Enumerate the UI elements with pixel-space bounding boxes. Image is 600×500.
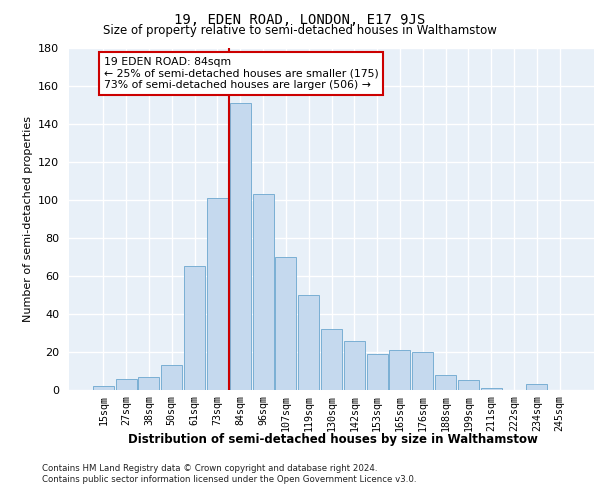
- Bar: [116, 378, 137, 390]
- Text: Distribution of semi-detached houses by size in Walthamstow: Distribution of semi-detached houses by …: [128, 432, 538, 446]
- Bar: [481, 388, 502, 390]
- Bar: [435, 375, 456, 390]
- Text: 19 EDEN ROAD: 84sqm
← 25% of semi-detached houses are smaller (175)
73% of semi-: 19 EDEN ROAD: 84sqm ← 25% of semi-detach…: [104, 57, 379, 90]
- Text: 19, EDEN ROAD, LONDON, E17 9JS: 19, EDEN ROAD, LONDON, E17 9JS: [175, 12, 425, 26]
- Y-axis label: Number of semi-detached properties: Number of semi-detached properties: [23, 116, 32, 322]
- Bar: [526, 384, 547, 390]
- Bar: [298, 295, 319, 390]
- Text: Contains public sector information licensed under the Open Government Licence v3: Contains public sector information licen…: [42, 475, 416, 484]
- Bar: [321, 329, 342, 390]
- Bar: [207, 198, 228, 390]
- Bar: [344, 340, 365, 390]
- Bar: [139, 376, 160, 390]
- Bar: [161, 366, 182, 390]
- Bar: [253, 194, 274, 390]
- Bar: [93, 386, 114, 390]
- Bar: [367, 354, 388, 390]
- Bar: [275, 257, 296, 390]
- Bar: [230, 102, 251, 390]
- Bar: [412, 352, 433, 390]
- Text: Contains HM Land Registry data © Crown copyright and database right 2024.: Contains HM Land Registry data © Crown c…: [42, 464, 377, 473]
- Bar: [458, 380, 479, 390]
- Text: Size of property relative to semi-detached houses in Walthamstow: Size of property relative to semi-detach…: [103, 24, 497, 37]
- Bar: [389, 350, 410, 390]
- Bar: [184, 266, 205, 390]
